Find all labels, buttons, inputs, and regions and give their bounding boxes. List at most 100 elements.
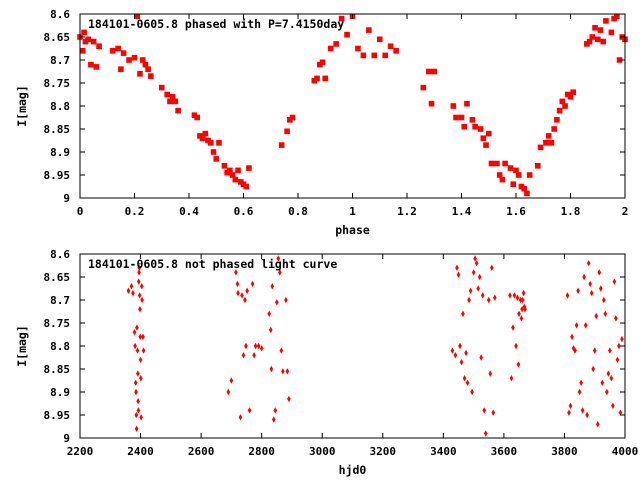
x-tick-label: 3400 — [430, 445, 457, 458]
y-tick-label: 8.6 — [50, 248, 70, 261]
unphased-x-axis-label: hjd0 — [339, 463, 367, 477]
data-point — [137, 264, 142, 271]
y-tick-label: 8.8 — [50, 340, 70, 353]
data-point — [247, 407, 252, 414]
data-point — [620, 335, 624, 343]
x-tick-label: 2200 — [67, 445, 94, 458]
data-point — [428, 100, 435, 107]
data-point — [420, 84, 427, 91]
data-point — [616, 57, 623, 63]
data-point — [284, 296, 288, 304]
data-point — [129, 283, 134, 290]
data-point — [499, 176, 506, 183]
phased-points — [77, 13, 628, 197]
y-tick-label: 8.75 — [44, 317, 71, 330]
data-point — [235, 280, 240, 288]
data-point — [141, 333, 145, 340]
data-point — [169, 94, 176, 100]
data-point — [137, 71, 143, 77]
data-point — [592, 347, 597, 354]
data-point — [136, 370, 140, 377]
data-point — [570, 89, 577, 95]
data-point — [287, 395, 291, 403]
data-point — [371, 52, 378, 59]
data-point — [134, 411, 139, 419]
y-tick-label: 9 — [63, 192, 70, 205]
data-point — [464, 349, 468, 357]
data-point — [145, 66, 151, 72]
x-tick-label: 0.8 — [288, 205, 308, 218]
y-tick-label: 8.8 — [50, 100, 70, 113]
data-point — [126, 57, 132, 63]
data-point — [473, 255, 477, 262]
unphased-y-axis: 8.6 8.65 8.7 8.75 8.8 8.85 8.9 8.95 9 — [44, 248, 625, 445]
data-point — [426, 68, 432, 75]
data-point — [562, 103, 568, 109]
data-point — [491, 409, 496, 416]
data-point — [135, 324, 139, 331]
data-point — [598, 285, 603, 292]
data-point — [338, 15, 345, 22]
data-point — [314, 75, 320, 82]
data-point — [250, 280, 255, 288]
data-point — [134, 13, 141, 20]
data-point — [554, 117, 560, 123]
data-point — [118, 66, 124, 72]
x-tick-label: 2800 — [248, 445, 275, 458]
data-point — [285, 368, 290, 375]
data-point — [586, 260, 591, 267]
data-point — [602, 296, 606, 304]
data-point — [232, 176, 239, 183]
data-point — [376, 36, 383, 43]
data-point — [275, 299, 279, 306]
data-point — [276, 255, 281, 262]
data-point — [583, 322, 588, 329]
data-point — [512, 292, 517, 299]
data-point — [576, 287, 580, 294]
data-point — [480, 135, 487, 141]
data-point — [520, 306, 524, 313]
data-point — [88, 61, 94, 68]
data-point — [589, 289, 594, 297]
data-point — [96, 43, 102, 49]
data-point — [582, 273, 586, 281]
y-tick-label: 8.9 — [50, 146, 70, 159]
data-point — [327, 45, 334, 52]
data-point — [461, 123, 468, 130]
data-point — [471, 269, 476, 276]
data-point — [548, 140, 555, 146]
data-point — [551, 126, 557, 132]
data-point — [229, 377, 234, 384]
data-point — [120, 50, 127, 56]
data-point — [158, 84, 165, 91]
x-tick-label: 0.6 — [234, 205, 254, 218]
data-point — [526, 172, 533, 178]
data-point — [139, 57, 146, 63]
data-point — [322, 75, 329, 82]
data-point — [90, 38, 97, 45]
data-point — [79, 48, 86, 54]
y-tick-label: 8.95 — [44, 409, 71, 422]
data-point — [244, 342, 248, 350]
data-point — [515, 294, 520, 301]
y-tick-label: 8.9 — [50, 386, 70, 399]
data-point — [246, 165, 252, 171]
data-point — [140, 296, 144, 304]
data-point — [570, 333, 574, 340]
y-tick-label: 8.65 — [44, 31, 71, 44]
y-tick-label: 8.6 — [50, 8, 70, 21]
data-point — [453, 352, 458, 359]
x-tick-label: 2600 — [188, 445, 215, 458]
data-point — [93, 64, 100, 70]
data-point — [273, 407, 278, 414]
data-point — [556, 107, 563, 114]
data-point — [459, 358, 464, 366]
data-point — [202, 130, 209, 137]
data-point — [216, 140, 222, 146]
data-point — [142, 61, 149, 68]
data-point — [579, 379, 583, 386]
data-point — [568, 402, 573, 409]
data-point — [565, 292, 570, 299]
data-point — [514, 342, 518, 350]
